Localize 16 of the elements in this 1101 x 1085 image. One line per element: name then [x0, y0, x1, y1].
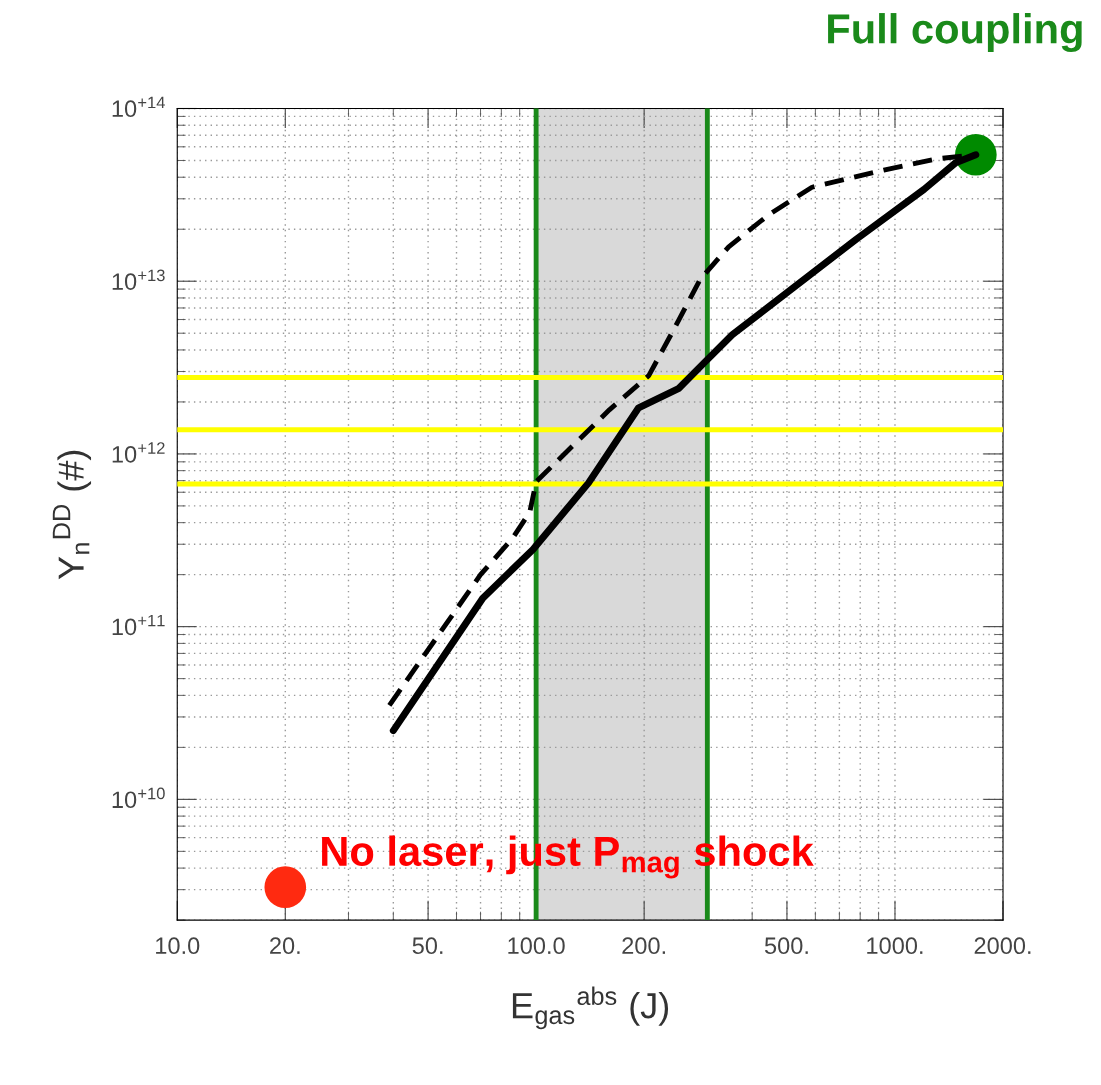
y-tick-label: 10$^{+11}$ [112, 614, 165, 636]
x-tick-label: 20. [270, 937, 300, 955]
x-tick-label: 1000. [867, 937, 923, 955]
y-tick-label: 10$^{+12}$ [112, 442, 165, 463]
x-tick-label: 100.0 [508, 937, 565, 955]
x-tick-label: 10.0 [156, 937, 200, 955]
x-tick-label: 50. [412, 937, 443, 955]
x-axis-title: E$_{gas}$$^{abs}$ (J) [512, 986, 669, 1030]
text: Full coupling [828, 13, 1082, 53]
y-tick-label: 10$^{+13}$ [112, 269, 165, 290]
y-tick-label: 10$^{+14}$ [112, 96, 165, 118]
x-tick-label: 2000. [974, 937, 1031, 955]
y-tick-label: 10$^{+10}$ [112, 787, 165, 809]
x-tick-label: 200. [622, 937, 665, 955]
y-axis-title: Y$_{n}$$^{DD}$ (#) [52, 450, 92, 580]
x-tick-label: 500. [764, 937, 808, 955]
